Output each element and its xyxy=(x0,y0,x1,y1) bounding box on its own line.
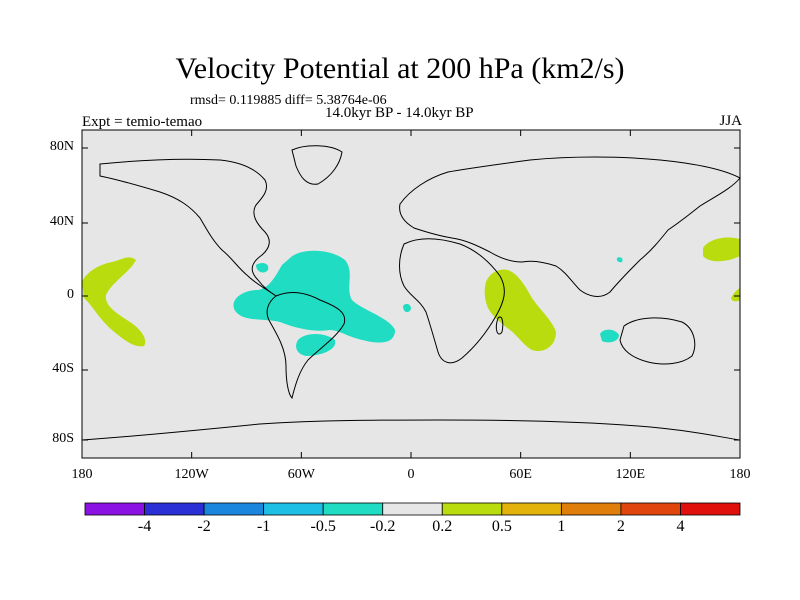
longitude-label: 180 xyxy=(71,467,93,482)
colorbar-label: 1 xyxy=(557,518,566,535)
latitude-label: 0 xyxy=(67,287,74,302)
map-title: Velocity Potential at 200 hPa (km2/s) xyxy=(175,52,625,85)
cuba-negative-patch xyxy=(256,262,269,273)
china-negative-patch xyxy=(616,257,623,263)
latitude-label: 40S xyxy=(52,361,74,376)
central-pacific-positive-region xyxy=(82,257,146,347)
western-pacific-positive-patch xyxy=(703,237,740,262)
greenland-coastline xyxy=(291,145,343,185)
longitude-label: 60W xyxy=(287,467,315,482)
longitude-label: 60E xyxy=(509,467,532,482)
south-atlantic-negative-patch xyxy=(296,334,336,356)
colorbar-swatch xyxy=(441,502,503,516)
colorbar-swatch xyxy=(680,502,741,516)
south-america-coastline xyxy=(266,292,346,399)
colorbar-swatch xyxy=(144,502,205,516)
east-africa-positive-region xyxy=(484,269,556,352)
south-america-negative-region xyxy=(233,250,395,343)
season-label: JJA xyxy=(719,113,742,129)
latitude-label: 40N xyxy=(49,214,74,229)
longitude-label: 120E xyxy=(615,467,646,482)
eurasia-coastline xyxy=(399,156,741,297)
negative-anomaly-regions xyxy=(233,250,623,356)
subtitle: 14.0kyr BP - 14.0kyr BP xyxy=(325,105,474,121)
madagascar-coastline xyxy=(495,316,504,335)
stats-text: rmsd= 0.119885 diff= 5.38764e-06 xyxy=(190,93,387,108)
colorbar-swatch xyxy=(560,502,622,516)
australia-coastline xyxy=(619,317,696,365)
colorbar-label: -1 xyxy=(256,518,271,535)
experiment-label: Expt = temio-temao xyxy=(82,114,203,130)
colorbar-label: -0.2 xyxy=(370,518,396,535)
coastlines xyxy=(81,145,741,441)
colorbar-label: -4 xyxy=(137,518,152,535)
colorbar-swatch xyxy=(263,502,324,516)
gulf-of-guinea-negative-patch xyxy=(403,303,411,313)
colorbar-swatch xyxy=(620,502,681,516)
colorbar-label: 2 xyxy=(616,518,625,535)
axis-ticks xyxy=(81,130,741,458)
colorbar-swatch xyxy=(84,502,145,516)
positive-anomaly-regions xyxy=(82,237,740,352)
antarctica-coastline xyxy=(81,419,741,441)
longitude-label: 180 xyxy=(729,467,751,482)
latitude-label: 80S xyxy=(52,431,74,446)
colorbar-label: 0.5 xyxy=(491,518,512,535)
colorbar-swatch xyxy=(382,502,443,516)
colorbar-swatch xyxy=(322,502,384,516)
africa-coastline xyxy=(399,238,505,364)
colorbar-label: -0.5 xyxy=(310,518,336,535)
eastern-edge-positive-patch xyxy=(731,288,740,302)
colorbar-label: 0.2 xyxy=(432,518,453,535)
colorbar xyxy=(84,502,741,516)
colorbar-label: -2 xyxy=(197,518,211,535)
colorbar-swatch xyxy=(203,502,265,516)
longitude-label: 0 xyxy=(407,467,415,482)
latitude-label: 80N xyxy=(49,139,74,154)
indian-ocean-negative-patch xyxy=(600,329,619,343)
north-america-coastline xyxy=(99,158,277,297)
colorbar-label: 4 xyxy=(676,518,685,535)
colorbar-swatch xyxy=(501,502,562,516)
longitude-label: 120W xyxy=(174,467,209,482)
